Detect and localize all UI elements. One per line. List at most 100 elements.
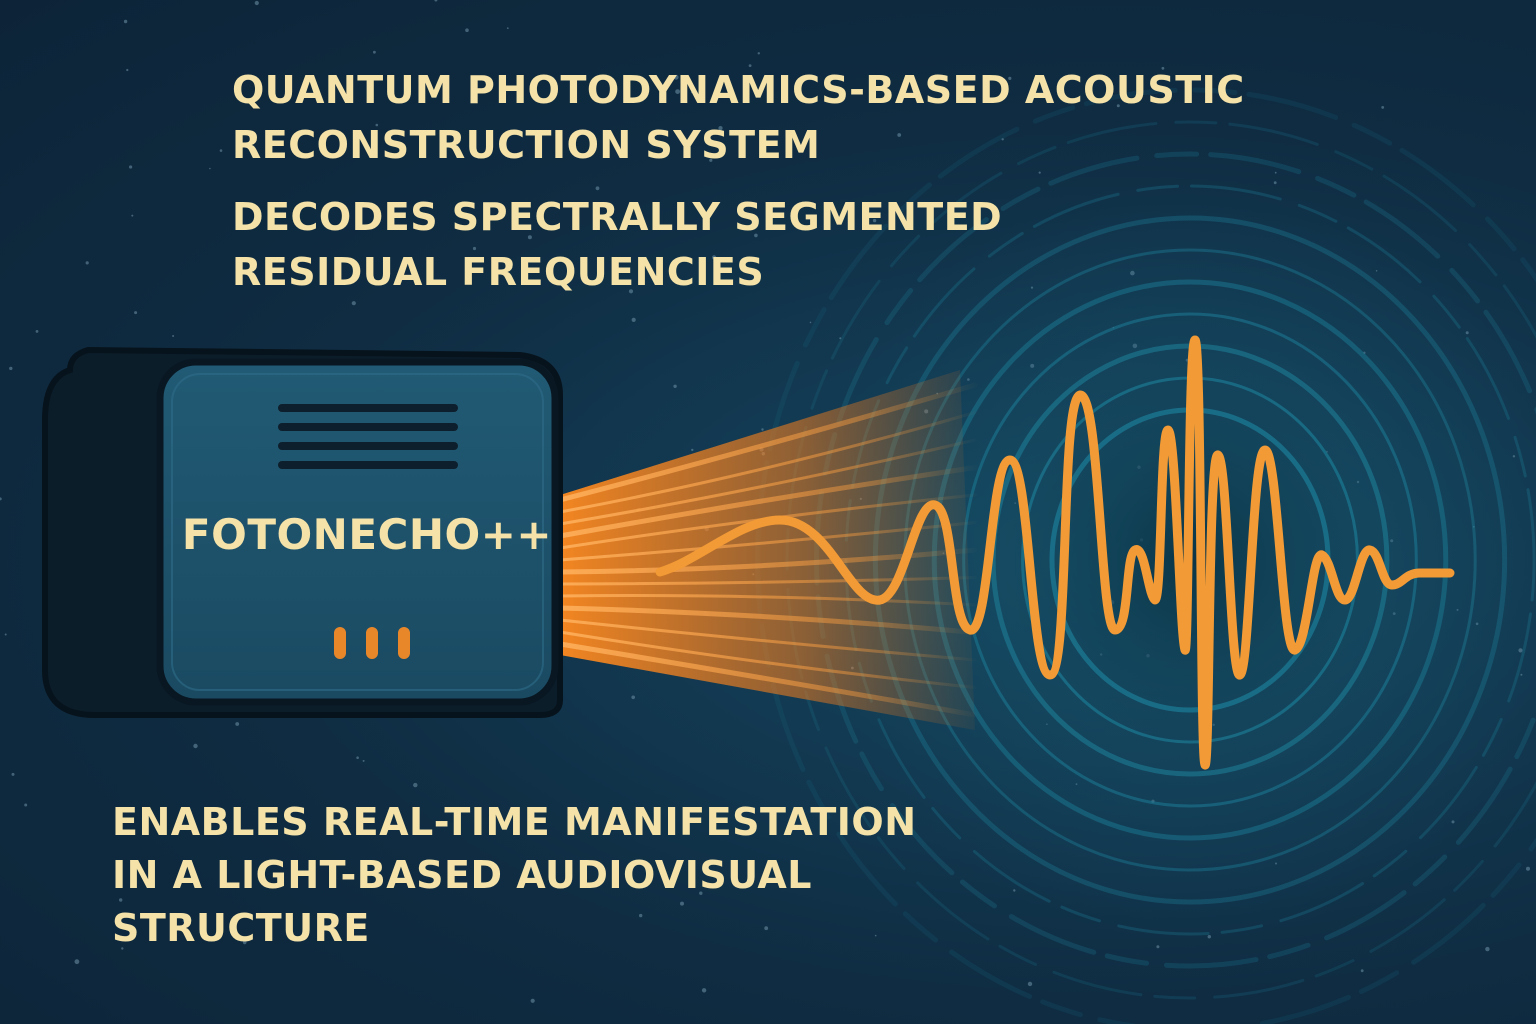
star-dot xyxy=(957,87,960,90)
star-dot xyxy=(1273,181,1277,185)
star-dot xyxy=(706,885,709,888)
beam-ray xyxy=(558,576,977,586)
beam-ray xyxy=(558,618,977,662)
star-dot xyxy=(126,68,129,72)
decode-caption-line1: DECODES SPECTRALLY SEGMENTED xyxy=(232,195,1002,239)
star-dot xyxy=(527,235,532,240)
star-dot xyxy=(631,695,635,700)
beam-ray xyxy=(558,438,977,526)
star-dot xyxy=(631,317,636,322)
enable-caption-line1: ENABLES REAL-TIME MANIFESTATION xyxy=(112,800,917,844)
star-dot xyxy=(465,28,469,32)
star-dot xyxy=(375,123,379,127)
beam-ray xyxy=(557,465,978,539)
star-dot xyxy=(764,926,769,931)
star-dot xyxy=(254,0,259,6)
star-dot xyxy=(472,246,477,251)
star-dot xyxy=(119,898,123,902)
star-dot xyxy=(675,89,680,94)
star-dot xyxy=(74,959,80,965)
title-caption-line1: QUANTUM PHOTODYNAMICS-BASED ACOUSTIC xyxy=(232,68,1245,112)
star-dot xyxy=(373,50,376,54)
star-dot xyxy=(1360,969,1364,973)
star-dot xyxy=(123,19,128,24)
star-dot xyxy=(356,756,359,759)
star-dot xyxy=(1526,866,1530,871)
star-dot xyxy=(530,998,535,1003)
star-dot xyxy=(595,186,600,191)
star-dot xyxy=(809,321,812,324)
star-dot xyxy=(1381,106,1385,109)
star-dot xyxy=(219,149,223,152)
star-dot xyxy=(172,335,175,337)
star-dot xyxy=(839,337,842,340)
star-dot xyxy=(362,759,365,762)
star-dot xyxy=(35,330,39,333)
star-dot xyxy=(754,233,758,238)
star-dot xyxy=(712,255,717,260)
star-dot xyxy=(709,158,713,162)
star-dot xyxy=(506,27,509,30)
star-dot xyxy=(1001,138,1004,141)
star-dot xyxy=(628,289,634,294)
star-dot xyxy=(673,74,679,80)
star-dot xyxy=(131,214,134,217)
star-dot xyxy=(434,0,438,2)
beam-ray xyxy=(557,547,978,575)
speaker-grille xyxy=(278,404,458,469)
star-dot xyxy=(1274,171,1277,174)
star-dot xyxy=(24,803,28,807)
star-dot xyxy=(209,167,211,170)
star-dot xyxy=(1008,76,1012,80)
star-dot xyxy=(351,301,356,306)
star-dot xyxy=(872,218,877,223)
title-caption-line2: RECONSTRUCTION SYSTEM xyxy=(232,123,820,167)
enable-caption-line2: IN A LIGHT-BASED AUDIOVISUAL xyxy=(112,853,812,897)
star-dot xyxy=(690,91,693,94)
star-dot xyxy=(701,988,707,993)
star-dot xyxy=(235,722,240,726)
star-dot xyxy=(4,633,7,636)
star-dot xyxy=(134,311,138,315)
concentric-ripple-icon xyxy=(755,87,1536,1024)
device-label: FOTONECHO++ xyxy=(182,510,552,559)
enable-caption-line3: STRUCTURE xyxy=(112,906,370,950)
beam-ray xyxy=(557,605,978,635)
star-dot xyxy=(1156,945,1160,949)
star-dot xyxy=(1038,171,1041,174)
star-dot xyxy=(242,940,247,945)
indicator-lights xyxy=(334,627,410,659)
star-dot xyxy=(639,913,643,918)
star-dot xyxy=(1161,66,1165,70)
star-dot xyxy=(1027,981,1033,987)
star-dot xyxy=(85,261,89,265)
decode-caption-line2: RESIDUAL FREQUENCIES xyxy=(232,250,764,294)
star-dot xyxy=(691,448,694,452)
star-dot xyxy=(413,782,418,788)
star-dot xyxy=(121,947,124,950)
beam-ray xyxy=(558,630,977,689)
star-dot xyxy=(874,934,877,937)
star-dot xyxy=(748,64,752,67)
beam-ray xyxy=(557,641,978,718)
star-dot xyxy=(699,891,703,895)
star-dot xyxy=(1485,946,1490,952)
star-dot xyxy=(0,497,2,501)
star-dot xyxy=(9,366,13,371)
star-dot xyxy=(11,772,15,776)
star-dot xyxy=(673,384,677,388)
star-dot xyxy=(757,52,760,55)
star-dot xyxy=(182,918,187,923)
star-dot xyxy=(549,76,555,82)
beam-ray xyxy=(558,411,977,514)
star-dot xyxy=(1116,104,1120,108)
speaker-device-icon: FOTONECHO++ xyxy=(42,346,563,718)
star-dot xyxy=(129,165,133,169)
star-dot xyxy=(761,428,764,431)
beam-ray xyxy=(558,594,977,607)
star-dot xyxy=(718,126,723,131)
sound-waveform-icon xyxy=(655,335,1455,770)
beam-ray xyxy=(557,382,978,503)
